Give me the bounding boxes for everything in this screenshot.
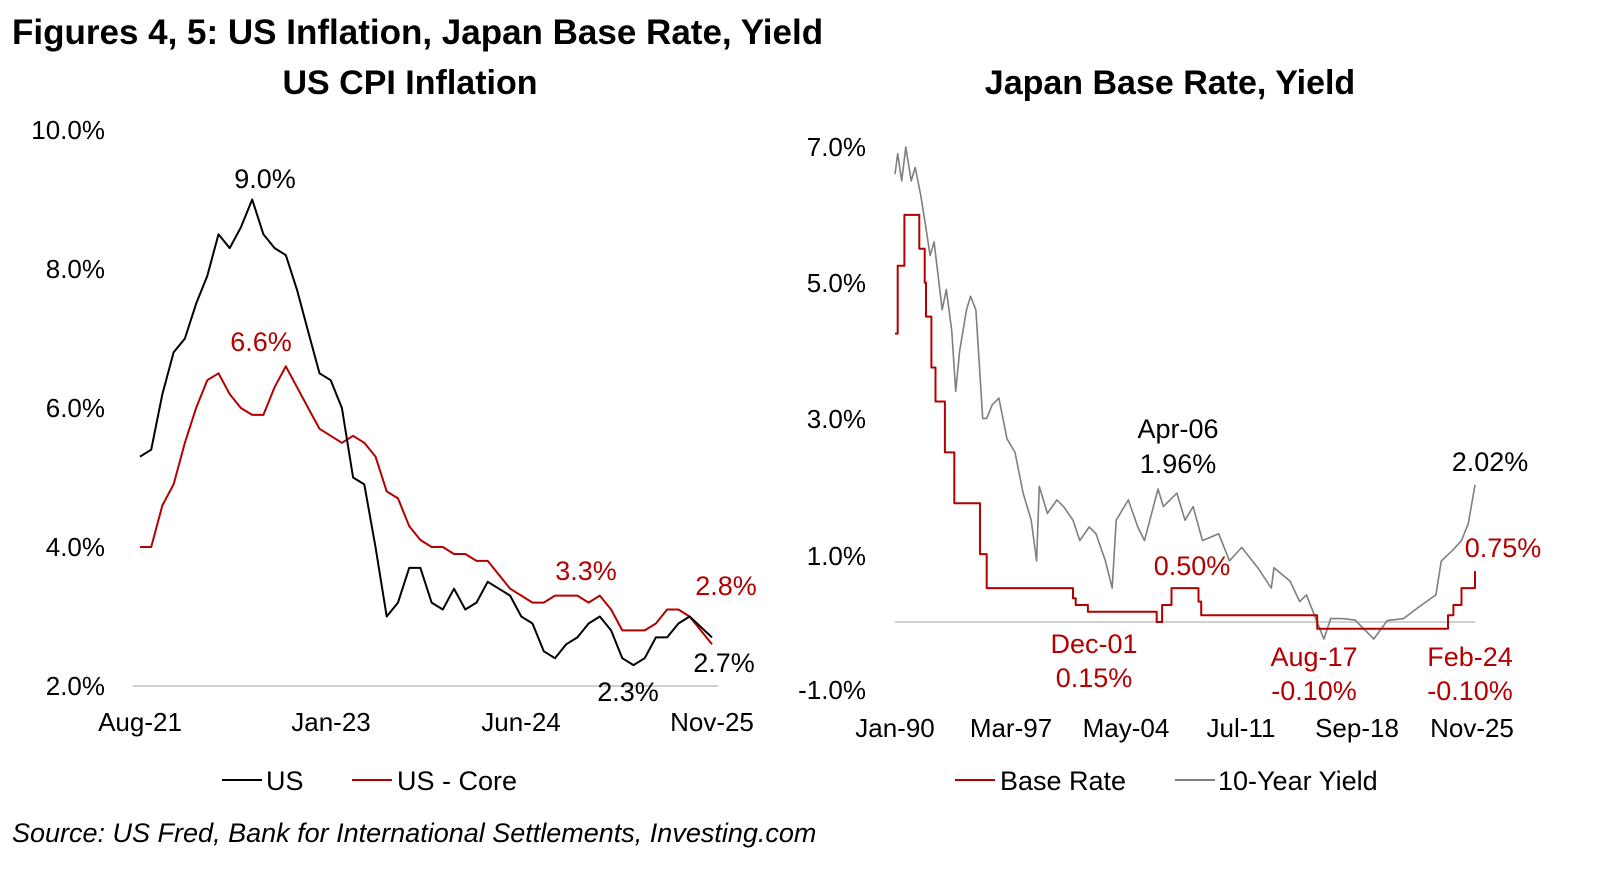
y-tick-label: -1.0% <box>798 675 866 705</box>
us-cpi-chart: 2.0% 4.0% 6.0% 8.0% 10.0% Aug-21 Jan-23 … <box>31 115 757 796</box>
legend-label-base-rate: Base Rate <box>1000 766 1126 796</box>
x-tick-label: Sep-18 <box>1315 713 1399 743</box>
x-tick-label: Nov-25 <box>670 707 754 737</box>
x-tick-label: Nov-25 <box>1430 713 1514 743</box>
annotation-dec01-value: 0.15% <box>1056 663 1133 693</box>
legend-label-us-core: US - Core <box>397 766 517 796</box>
annotation-yield-last: 2.02% <box>1452 447 1529 477</box>
y-tick-label: 1.0% <box>807 541 866 571</box>
figure-title: Figures 4, 5: US Inflation, Japan Base R… <box>12 13 823 52</box>
x-tick-label: May-04 <box>1083 713 1170 743</box>
y-tick-label: 4.0% <box>46 532 105 562</box>
annotation-feb24-value: -0.10% <box>1427 676 1513 706</box>
annotation-rate-2007: 0.50% <box>1154 551 1231 581</box>
series-line-10-year-yield <box>894 146 1476 640</box>
x-tick-label: Jun-24 <box>481 707 561 737</box>
series-line-base-rate <box>895 213 1476 630</box>
y-tick-label: 2.0% <box>46 671 105 701</box>
x-tick-label: Jan-90 <box>855 713 935 743</box>
source-note: Source: US Fred, Bank for International … <box>12 818 816 848</box>
y-tick-label: 7.0% <box>807 132 866 162</box>
x-tick-label: Mar-97 <box>970 713 1052 743</box>
annotation-core-peak: 6.6% <box>230 327 292 357</box>
annotation-rate-last: 0.75% <box>1465 533 1542 563</box>
series-line-us <box>139 198 713 667</box>
annotation-apr06-value: 1.96% <box>1140 449 1217 479</box>
annotation-feb24-date: Feb-24 <box>1427 642 1513 672</box>
annotation-us-peak: 9.0% <box>234 164 296 194</box>
annotation-dec01-date: Dec-01 <box>1050 629 1137 659</box>
y-tick-label: 5.0% <box>807 268 866 298</box>
x-tick-label: Jul-11 <box>1207 713 1276 743</box>
legend-label-yield: 10-Year Yield <box>1218 766 1378 796</box>
japan-rate-chart: -1.0% 1.0% 3.0% 5.0% 7.0% Jan-90 Mar-97 … <box>798 132 1541 796</box>
us-chart-title: US CPI Inflation <box>283 64 538 102</box>
legend-label-us: US <box>266 766 304 796</box>
series-line-us-core <box>140 365 713 645</box>
annotation-core-last: 2.8% <box>695 571 757 601</box>
annotation-us-last: 2.7% <box>693 648 755 678</box>
annotation-apr06-date: Apr-06 <box>1137 414 1218 444</box>
x-tick-label: Jan-23 <box>291 707 371 737</box>
y-tick-label: 10.0% <box>31 115 105 145</box>
annotation-core-mid: 3.3% <box>555 556 617 586</box>
annotation-aug17-date: Aug-17 <box>1270 642 1357 672</box>
y-tick-label: 8.0% <box>46 254 105 284</box>
annotation-us-low: 2.3% <box>597 677 659 707</box>
japan-chart-title: Japan Base Rate, Yield <box>985 64 1355 102</box>
y-tick-label: 3.0% <box>807 404 866 434</box>
annotation-aug17-value: -0.10% <box>1271 676 1357 706</box>
x-tick-label: Aug-21 <box>98 707 182 737</box>
y-tick-label: 6.0% <box>46 393 105 423</box>
